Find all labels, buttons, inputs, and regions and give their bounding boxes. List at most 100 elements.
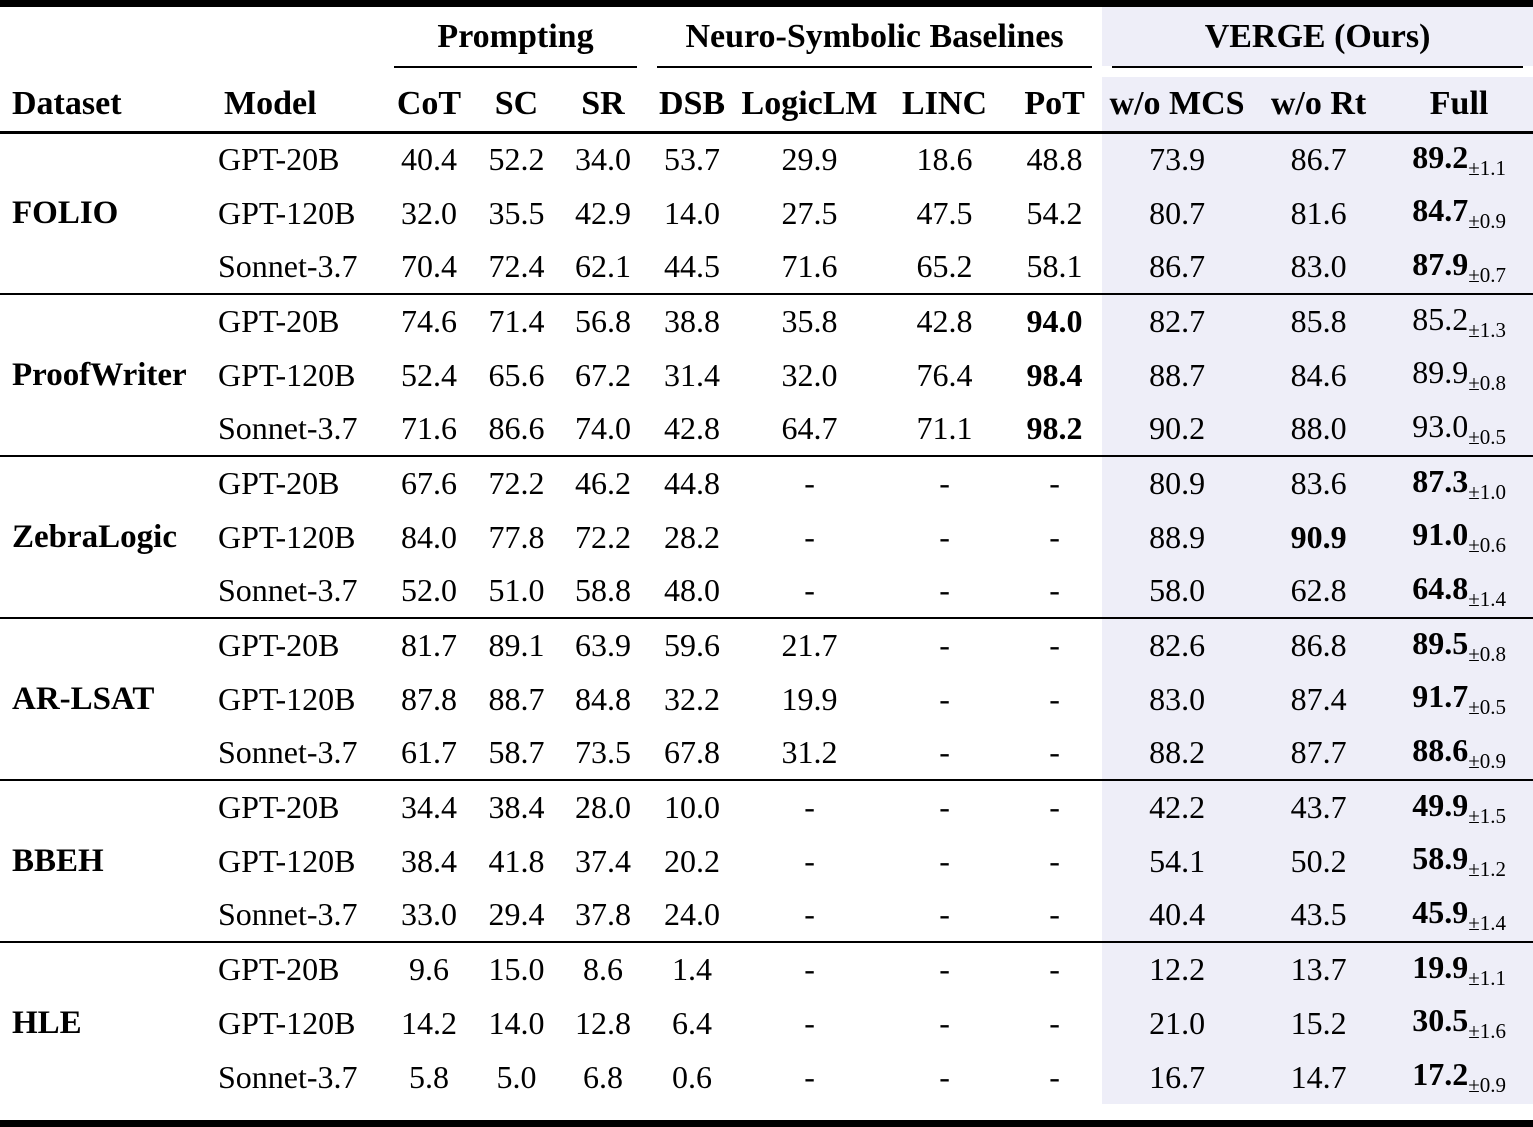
col-header-dataset: Dataset xyxy=(0,77,212,134)
model-label: Sonnet-3.7 xyxy=(218,410,358,446)
metric-value: 34.4 xyxy=(384,779,474,834)
metric-value: 84.0 xyxy=(401,518,457,555)
metric-value: - xyxy=(882,617,1008,672)
metric-value: 40.4 xyxy=(1102,888,1253,942)
model-label: GPT-20B xyxy=(212,617,384,672)
metric-value: 54.2 xyxy=(1026,194,1083,231)
metric-value: 81.7 xyxy=(384,617,474,672)
full-score: 85.2 xyxy=(1412,300,1469,337)
metric-value-full: 89.2±1.1 xyxy=(1385,132,1533,186)
full-score: 89.9 xyxy=(1412,354,1469,390)
table-row: GPT-120B 84.0 77.8 72.2 28.2- - -88.9 90.9 91.0±… xyxy=(0,510,1533,564)
metric-value: 43.5 xyxy=(1252,888,1386,942)
metric-value: - xyxy=(804,572,815,608)
full-score: 19.9 xyxy=(1412,948,1469,985)
metric-value: 18.6 xyxy=(916,141,973,178)
metric-value: 88.7 xyxy=(1102,348,1253,402)
model-label: Sonnet-3.7 xyxy=(218,572,358,608)
metric-value: - xyxy=(1049,680,1060,717)
full-score-stddev: ±0.5 xyxy=(1468,424,1506,449)
model-label: GPT-120B xyxy=(218,194,356,231)
metric-value: 67.6 xyxy=(384,455,474,510)
metric-value: 33.0 xyxy=(401,896,457,932)
metric-value: - xyxy=(1049,1004,1060,1041)
metric-value: 64.7 xyxy=(781,410,838,446)
metric-value: 80.7 xyxy=(1102,186,1253,240)
table-row: ProofWriter GPT-20B 74.6 71.4 56.8 38.8 35.8 42… xyxy=(0,293,1533,456)
group-header-prompting: Prompting xyxy=(437,17,594,55)
full-score: 49.9 xyxy=(1412,786,1469,823)
metric-value: 24.0 xyxy=(664,896,721,932)
table-row: GPT-120B 32.0 35.5 42.9 14.0 27.5 47.5 54.2 80.7… xyxy=(0,186,1533,240)
table-row: GPT-120B 14.2 14.0 12.8 6.4- - -21.0 15.2 30.5±1… xyxy=(0,996,1533,1050)
metric-value: - xyxy=(804,1004,815,1041)
metric-value: 21.0 xyxy=(1102,996,1253,1050)
neuro-symbolic-underline xyxy=(657,66,1093,68)
full-score: 45.9 xyxy=(1412,893,1469,930)
metric-value: 73.9 xyxy=(1102,132,1253,186)
metric-value-full: 45.9±1.4 xyxy=(1385,888,1533,942)
metric-value: 65.2 xyxy=(916,248,973,284)
metric-value: - xyxy=(737,455,883,510)
metric-value: 38.8 xyxy=(647,293,738,348)
metric-value: 50.2 xyxy=(1252,834,1386,888)
metric-value: 67.8 xyxy=(664,734,721,770)
full-score-stddev: ±0.8 xyxy=(1468,641,1506,666)
metric-value-full: 64.8±1.4 xyxy=(1385,564,1533,618)
model-label: GPT-20B xyxy=(212,941,384,996)
metric-value: 15.2 xyxy=(1252,996,1386,1050)
col-header-sr: SR xyxy=(559,77,648,134)
metric-value: 29.4 xyxy=(488,896,545,932)
metric-value: - xyxy=(939,680,950,717)
metric-value: 87.7 xyxy=(1252,726,1386,780)
full-score: 84.7 xyxy=(1412,192,1469,228)
col-header-model: Model xyxy=(212,77,384,134)
metric-value: 72.4 xyxy=(488,248,545,284)
model-label: GPT-20B xyxy=(212,293,384,348)
metric-value: 32.2 xyxy=(664,680,721,717)
metric-value: - xyxy=(1049,896,1060,932)
table-row: GPT-120B 52.4 65.6 67.2 31.4 32.0 76.4 98.4 88.7… xyxy=(0,348,1533,402)
metric-value: 77.8 xyxy=(488,518,545,555)
metric-value: 58.0 xyxy=(1102,564,1253,618)
metric-value: 37.8 xyxy=(575,896,631,932)
metric-value: 20.2 xyxy=(664,842,721,879)
dataset-label: BBEH xyxy=(0,779,212,942)
metric-value: 44.5 xyxy=(664,248,721,284)
metric-value-full: 84.7±0.9 xyxy=(1385,186,1533,240)
metric-value-full: 30.5±1.6 xyxy=(1385,996,1533,1050)
metric-value: 48.0 xyxy=(664,572,721,608)
full-score-stddev: ±0.9 xyxy=(1468,209,1506,233)
metric-value: 71.1 xyxy=(916,410,973,446)
metric-value: 58.8 xyxy=(575,572,631,608)
metric-value: 71.6 xyxy=(401,410,457,446)
table-row: Sonnet-3.7 5.8 5.0 6.8 0.6- - -16.7 14.7 17.2±0.… xyxy=(0,1050,1533,1104)
full-score-stddev: ±0.9 xyxy=(1468,1073,1506,1097)
metric-value: 0.6 xyxy=(672,1058,713,1095)
metric-value: 52.2 xyxy=(488,141,545,178)
metric-value: 54.1 xyxy=(1102,834,1253,888)
metric-value: 48.8 xyxy=(1026,141,1083,178)
metric-value: 51.0 xyxy=(488,572,545,608)
metric-value: - xyxy=(939,842,950,879)
metric-value: - xyxy=(737,941,883,996)
metric-value: - xyxy=(939,572,950,608)
metric-value: 8.6 xyxy=(559,941,648,996)
metric-value: - xyxy=(1049,1058,1060,1095)
col-header-wo-mcs: w/o MCS xyxy=(1102,77,1253,134)
full-score-stddev: ±0.9 xyxy=(1468,748,1506,773)
model-label: GPT-120B xyxy=(218,680,356,717)
metric-value: 86.7 xyxy=(1252,132,1386,186)
group-header-row: Prompting Neuro-Symbolic Baselines VERGE… xyxy=(0,7,1533,66)
metric-value: 88.9 xyxy=(1102,510,1253,564)
table-row: HLE GPT-20B 9.6 15.0 8.6 1.4- - -12.2 13.7 19.9±1… xyxy=(0,941,1533,1104)
metric-value: 76.4 xyxy=(916,356,973,393)
model-label: Sonnet-3.7 xyxy=(218,734,358,770)
full-score: 89.2 xyxy=(1412,138,1469,175)
metric-value: 35.8 xyxy=(737,293,883,348)
model-label: GPT-120B xyxy=(218,518,356,555)
metric-value: 71.4 xyxy=(474,293,559,348)
table-row: Sonnet-3.7 70.4 72.4 62.1 44.5 71.6 65.2 58.1 86… xyxy=(0,240,1533,294)
model-label: Sonnet-3.7 xyxy=(218,248,358,284)
